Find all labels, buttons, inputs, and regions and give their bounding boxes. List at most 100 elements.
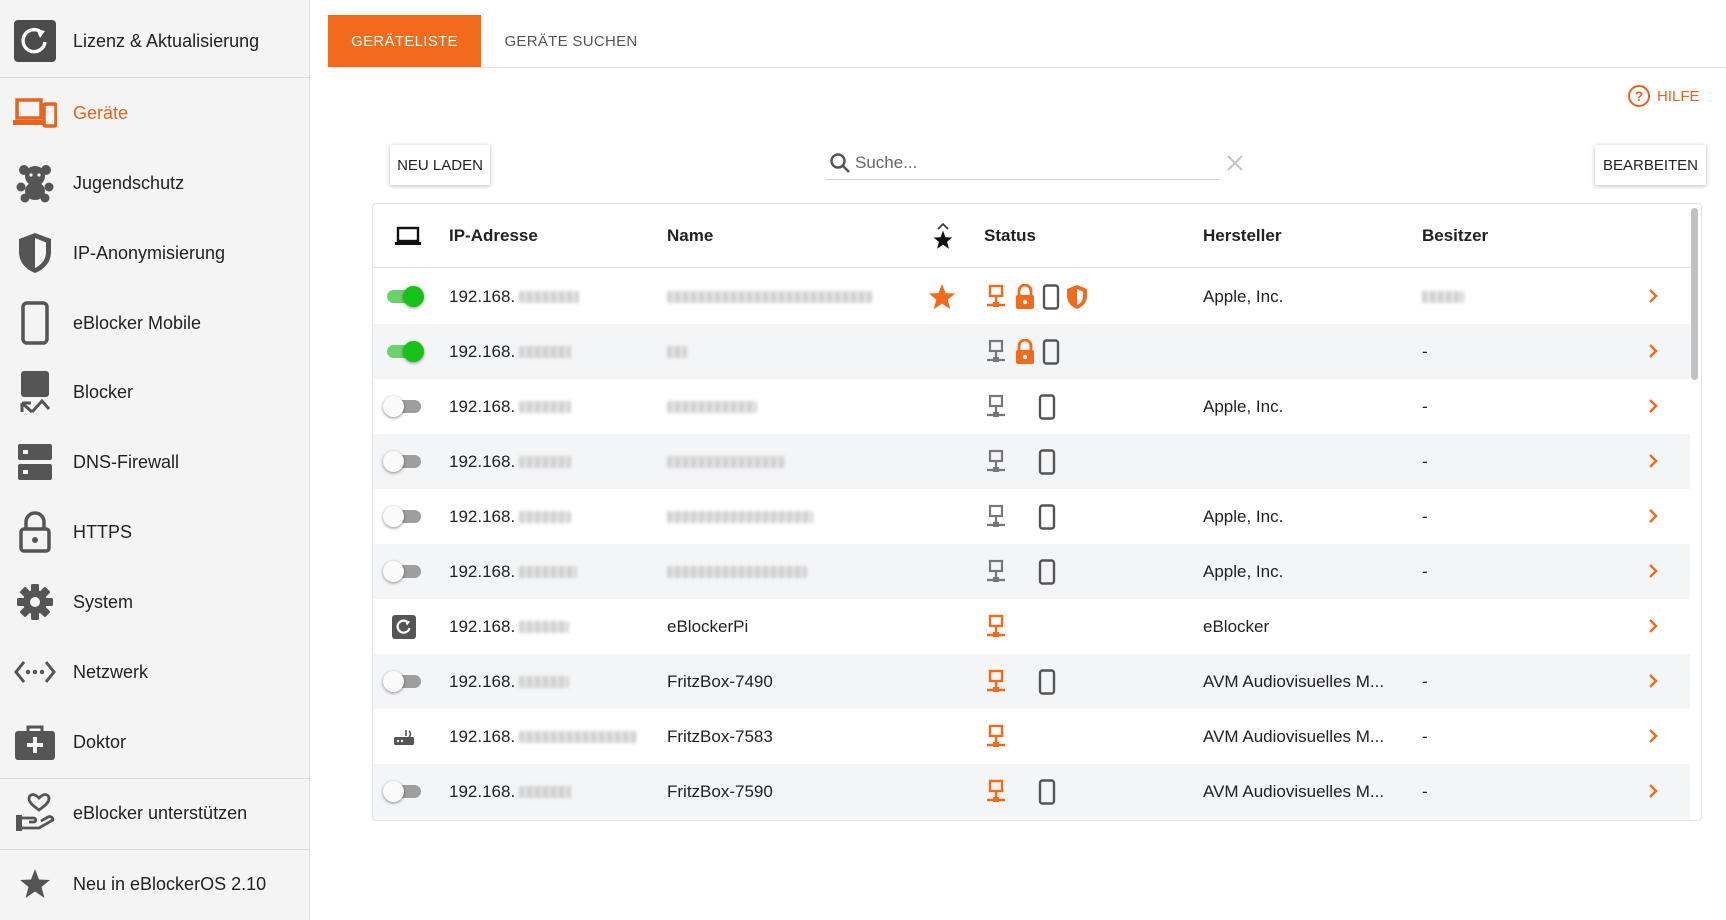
- redacted-ip: [519, 785, 572, 798]
- header-name[interactable]: Name: [667, 226, 714, 245]
- device-enable-toggle[interactable]: [383, 340, 424, 362]
- ip-address: 192.168.: [449, 341, 516, 361]
- search-input[interactable]: Suche...: [855, 152, 918, 172]
- owner: -: [1422, 671, 1428, 691]
- redacted-ip: [519, 510, 572, 523]
- medical-kit-icon: [13, 720, 57, 764]
- header-favorite[interactable]: [933, 204, 953, 268]
- chevron-right-icon[interactable]: [1643, 671, 1663, 691]
- sidebar-item-eblocker-mobile[interactable]: eBlocker Mobile: [0, 288, 310, 358]
- sidebar-item-https[interactable]: HTTPS: [0, 497, 310, 567]
- vendor: AVM Audiovisuelles M...: [1203, 726, 1385, 746]
- chevron-right-icon[interactable]: [1643, 616, 1663, 636]
- chevron-right-icon[interactable]: [1643, 726, 1663, 746]
- device-enable-toggle[interactable]: [383, 395, 423, 417]
- smartphone-icon: [13, 301, 57, 345]
- redacted-ip: [519, 455, 572, 468]
- lock-status-icon: [1016, 283, 1034, 309]
- chevron-right-icon[interactable]: [1643, 561, 1663, 581]
- table-row[interactable]: 192.168. Apple, Inc. -: [373, 489, 1690, 544]
- device-enable-toggle[interactable]: [383, 780, 423, 802]
- sidebar-item-system[interactable]: System: [0, 567, 310, 637]
- ip-address: 192.168.: [449, 286, 516, 306]
- redacted-owner: [1422, 290, 1464, 303]
- vendor: Apple, Inc.: [1203, 396, 1284, 416]
- table-row[interactable]: 192.168. Apple, Inc. -: [373, 544, 1690, 599]
- redacted-ip: [519, 675, 570, 688]
- mobile-status-icon: [1038, 393, 1056, 420]
- table-row[interactable]: 192.168. FritzBox-7583 AVM Audiovisuelle…: [373, 709, 1690, 764]
- sidebar-item-label: System: [73, 591, 134, 612]
- sidebar-item-support[interactable]: eBlocker unterstützen: [0, 778, 310, 848]
- sidebar-item-devices[interactable]: Geräte: [0, 78, 310, 148]
- router-icon: [394, 730, 414, 745]
- chevron-right-icon[interactable]: [1643, 451, 1663, 471]
- chevron-right-icon[interactable]: [1643, 396, 1663, 416]
- chevron-right-icon[interactable]: [1643, 506, 1663, 526]
- clear-search-icon[interactable]: [1224, 152, 1246, 174]
- network-status-icon: [987, 504, 1005, 527]
- search-field[interactable]: Suche...: [825, 146, 1220, 180]
- chevron-right-icon[interactable]: [1643, 286, 1663, 306]
- table-row[interactable]: 192.168. FritzBox-7590 AVM Audiovisuelle…: [373, 764, 1690, 819]
- vendor: AVM Audiovisuelles M...: [1203, 781, 1385, 801]
- reload-button[interactable]: NEU LADEN: [390, 145, 490, 185]
- table-row[interactable]: 192.168. -: [373, 434, 1690, 489]
- device-enable-toggle[interactable]: [383, 450, 423, 472]
- vendor: Apple, Inc.: [1203, 286, 1284, 306]
- redacted-ip: [519, 290, 580, 303]
- mobile-status-icon: [1042, 283, 1060, 310]
- table-row[interactable]: 192.168. Apple, Inc.: [373, 269, 1690, 324]
- eblocker-device-icon: [392, 615, 416, 639]
- ip-address: 192.168.: [449, 506, 516, 526]
- help-link[interactable]: ? HILFE: [1628, 83, 1700, 109]
- device-enable-toggle[interactable]: [383, 505, 423, 527]
- sidebar-item-whats-new[interactable]: Neu in eBlockerOS 2.10: [0, 849, 310, 919]
- device-enable-toggle[interactable]: [383, 285, 424, 307]
- favorite-star-icon[interactable]: [928, 283, 956, 311]
- tab-device-list[interactable]: GERÄTELISTE: [328, 15, 481, 67]
- vendor: Apple, Inc.: [1203, 561, 1284, 581]
- ip-address: 192.168.: [449, 561, 516, 581]
- table-row[interactable]: 192.168. eBlockerPi eBlocker: [373, 599, 1690, 654]
- chevron-right-icon[interactable]: [1643, 341, 1663, 361]
- tab-divider: [328, 67, 1726, 68]
- table-row[interactable]: 192.168. Apple, Inc. -: [373, 379, 1690, 434]
- sidebar-item-network[interactable]: Netzwerk: [0, 637, 310, 707]
- table-row[interactable]: 192.168. FritzBox-7490 AVM Audiovisuelle…: [373, 654, 1690, 709]
- sidebar-item-doctor[interactable]: Doktor: [0, 707, 310, 777]
- sidebar-item-dns-firewall[interactable]: DNS-Firewall: [0, 427, 310, 497]
- mobile-status-icon: [1038, 448, 1056, 475]
- header-status[interactable]: Status: [984, 226, 1036, 245]
- sidebar-item-license[interactable]: Lizenz & Aktualisierung: [0, 6, 310, 76]
- edit-button[interactable]: BEARBEITEN: [1595, 145, 1706, 185]
- device-name: FritzBox-7490: [667, 671, 773, 691]
- owner: -: [1422, 451, 1428, 471]
- sidebar-item-label: IP-Anonymisierung: [73, 242, 226, 263]
- teddy-bear-icon: [13, 161, 57, 205]
- owner: -: [1422, 561, 1428, 581]
- redacted-ip: [519, 730, 638, 743]
- chevron-right-icon[interactable]: [1643, 781, 1663, 801]
- license-update-icon: [13, 19, 57, 63]
- tab-bar: GERÄTELISTE GERÄTE SUCHEN: [328, 15, 661, 67]
- sidebar-item-parental-control[interactable]: Jugendschutz: [0, 148, 310, 218]
- header-vendor[interactable]: Hersteller: [1203, 226, 1282, 245]
- device-table: IP-Adresse Name Status Hersteller Besitz…: [372, 203, 1702, 821]
- tab-search-devices[interactable]: GERÄTE SUCHEN: [504, 32, 638, 50]
- table-row[interactable]: 192.168. -: [373, 324, 1690, 379]
- table-scrollbar[interactable]: [1691, 208, 1698, 380]
- owner: -: [1422, 396, 1428, 416]
- sidebar-item-blocker[interactable]: Blocker: [0, 357, 310, 427]
- network-status-icon: [987, 779, 1005, 802]
- owner: -: [1422, 781, 1428, 801]
- device-enable-toggle[interactable]: [383, 670, 423, 692]
- owner: -: [1422, 506, 1428, 526]
- device-enable-toggle[interactable]: [383, 560, 423, 582]
- sidebar-item-ip-anonymization[interactable]: IP-Anonymisierung: [0, 218, 310, 288]
- help-label: HILFE: [1657, 87, 1700, 105]
- header-ip[interactable]: IP-Adresse: [449, 226, 538, 245]
- header-owner[interactable]: Besitzer: [1422, 226, 1489, 245]
- shield-status-icon: [1067, 284, 1087, 309]
- redacted-name: [667, 455, 785, 468]
